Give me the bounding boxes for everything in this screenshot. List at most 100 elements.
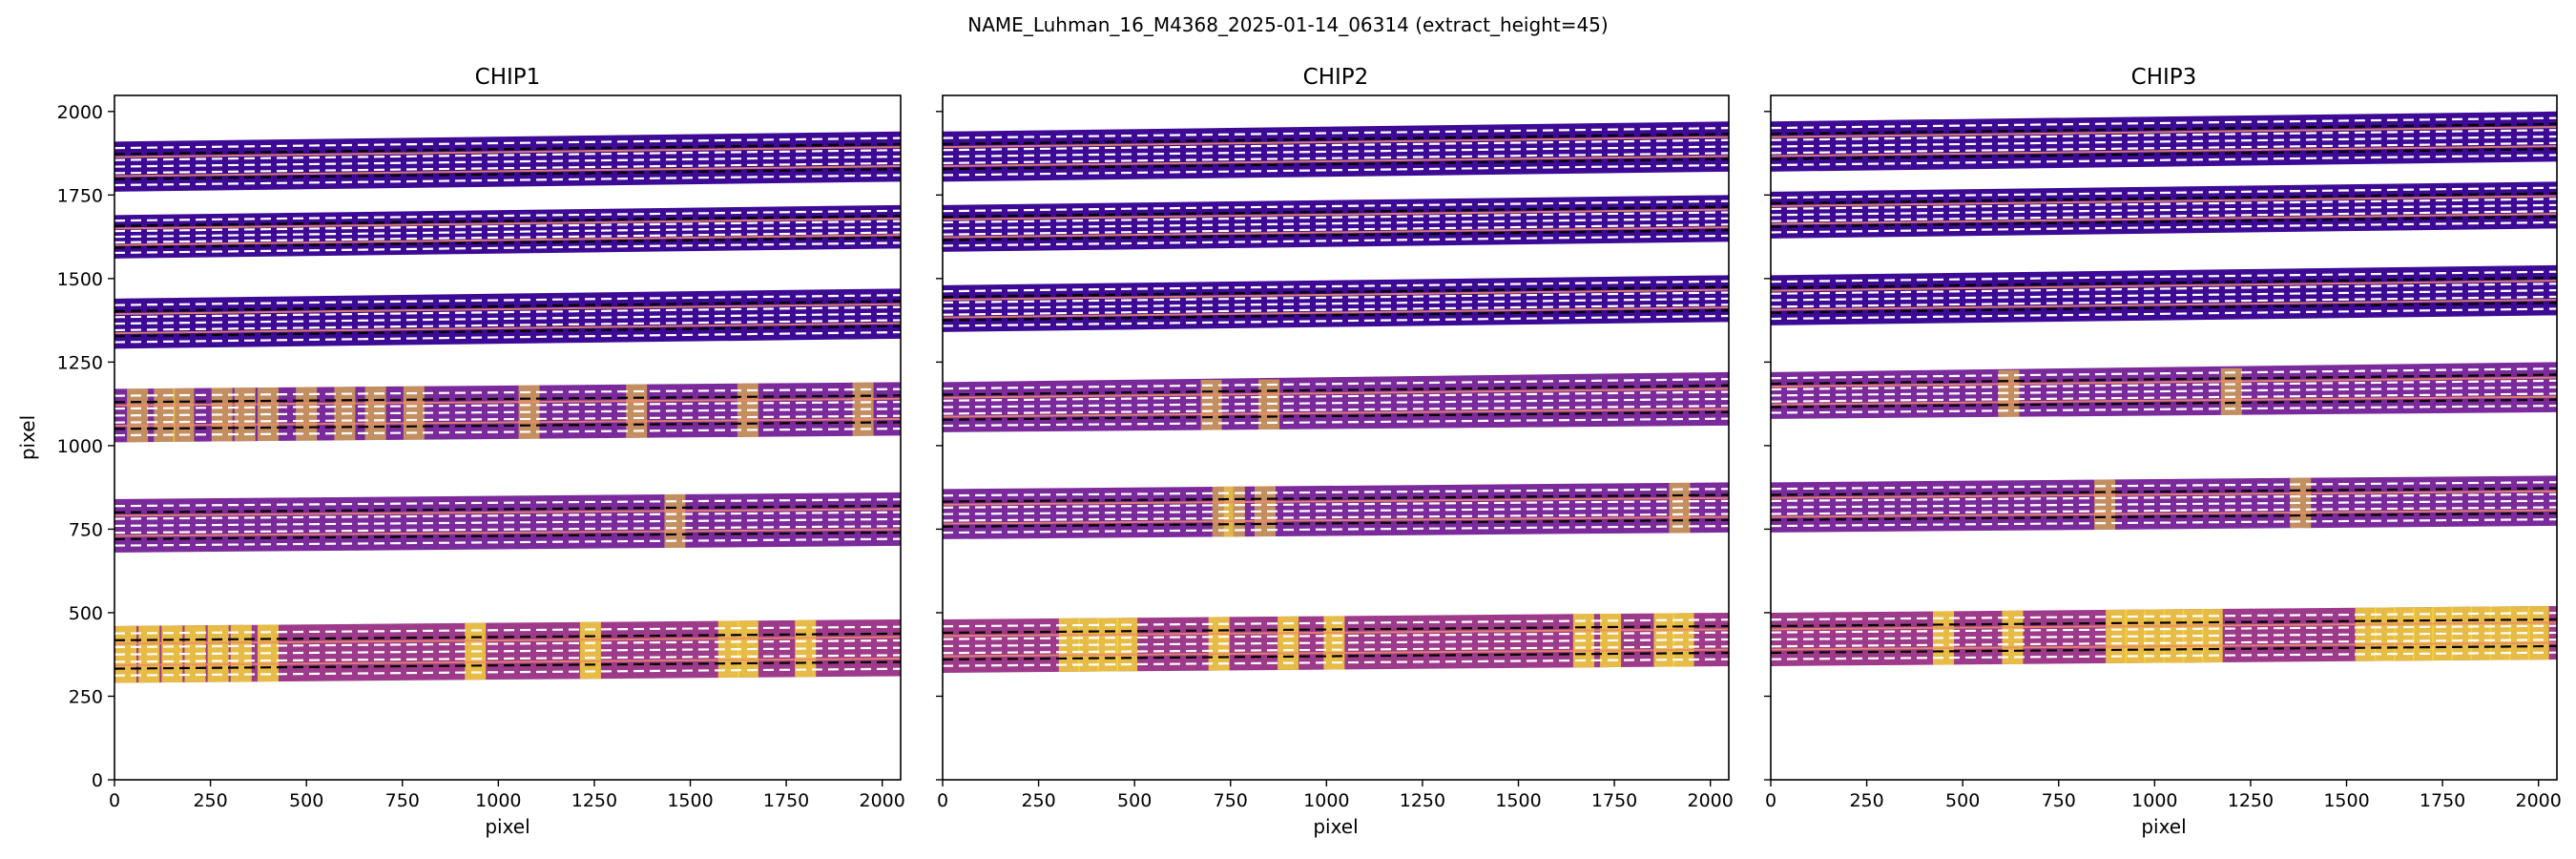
- trace-edge-line: [943, 211, 1729, 224]
- x-tick-label: 750: [2042, 790, 2076, 811]
- trace-edge-line: [943, 138, 1729, 152]
- trace-edge-line: [114, 330, 901, 344]
- trace-edge-line: [943, 291, 1729, 304]
- chip-panel-3: CHIP3 0 250 500 750 1000 1250 1500 1750 2000 pixel: [1764, 65, 2562, 838]
- trace-edge-line: [1771, 499, 2557, 509]
- trace-edge-line: [114, 517, 901, 528]
- trace-edge-line: [114, 401, 901, 410]
- trace-edge-line: [114, 654, 901, 663]
- order-trace-line: [943, 628, 1729, 638]
- x-tick-label: 1250: [571, 790, 617, 811]
- order-trace-line: [1771, 490, 2557, 499]
- order-trace-line: [943, 226, 1729, 239]
- trace-edge-line: [114, 625, 901, 635]
- trace-edge-line: [114, 525, 901, 534]
- order-trace-line: [943, 496, 1729, 506]
- trace-edge-line: [943, 297, 1729, 310]
- trace-edge-line: [943, 390, 1729, 402]
- trace-center-line: [1771, 644, 2557, 655]
- trace-edge-line: [943, 397, 1729, 409]
- trace-edge-line: [943, 658, 1729, 667]
- trace-center-line: [1771, 618, 2557, 628]
- trace-center-line: [1771, 487, 2557, 496]
- order-trace-line: [943, 408, 1729, 418]
- x-tick-label: 1250: [1400, 790, 1445, 811]
- trace-edge-line: [1771, 624, 2557, 634]
- trace-edge-line: [114, 646, 901, 656]
- trace-center-line: [943, 651, 1729, 661]
- trace-edge-line: [943, 314, 1729, 327]
- x-tick-label: 500: [1945, 790, 1980, 811]
- trace-edge-line: [1771, 379, 2557, 391]
- x-tick-label: 1000: [2131, 790, 2177, 811]
- order-trace-line: [114, 217, 901, 230]
- trace-edge-line: [1771, 141, 2557, 155]
- trace-edge-line: [114, 241, 901, 255]
- trace-edge-line: [114, 511, 901, 520]
- y-tick-label: 0: [92, 770, 103, 791]
- x-tick-label: 1500: [2323, 790, 2369, 811]
- order-trace-line: [114, 658, 901, 667]
- trace-edge-line: [1771, 270, 2557, 283]
- order-trace-line: [1771, 145, 2557, 157]
- trace-edge-line: [114, 319, 901, 332]
- image-area: [1771, 111, 2557, 666]
- trace-edge-line: [943, 304, 1729, 316]
- trace-edge-line: [114, 537, 901, 547]
- x-tick-label: 1000: [475, 790, 521, 811]
- order-trace-line: [114, 528, 901, 537]
- order-trace-line: [1771, 621, 2557, 631]
- image-area: [943, 121, 1729, 673]
- x-tick-label: 750: [1214, 790, 1248, 811]
- order-trace-line: [114, 508, 901, 517]
- trace-center-line: [1771, 192, 2557, 205]
- trace-center-line: [943, 133, 1729, 146]
- order-trace-line: [943, 136, 1729, 149]
- x-axis-label: pixel: [1313, 815, 1358, 838]
- trace-center-line: [1771, 373, 2557, 386]
- y-tick-label: 1500: [57, 269, 103, 290]
- trace-edge-line: [1771, 210, 2557, 222]
- order-trace-line: [1771, 280, 2557, 292]
- trace-edge-line: [943, 223, 1729, 236]
- trace-edge-line: [1771, 651, 2557, 660]
- trace-edge-line: [114, 639, 901, 649]
- trace-edge-line: [1771, 283, 2557, 295]
- trace-edge-line: [943, 234, 1729, 247]
- trace-center-line: [114, 215, 901, 227]
- trace-edge-line: [114, 312, 901, 325]
- x-tick-label: 1750: [763, 790, 809, 811]
- x-axis-label: pixel: [2141, 815, 2186, 838]
- x-tick-label: 500: [289, 790, 323, 811]
- trace-center-line: [1771, 215, 2557, 228]
- trace-edge-line: [943, 488, 1729, 497]
- trace-edge-line: [943, 378, 1729, 390]
- order-trace-line: [1771, 641, 2557, 651]
- trace-edge-line: [1771, 386, 2557, 397]
- order-trace-line: [1771, 126, 2557, 138]
- y-tick-label: 2000: [57, 102, 103, 123]
- trace-edge-line: [114, 155, 901, 168]
- trace-center-line: [943, 309, 1729, 322]
- trace-edge-line: [114, 161, 901, 175]
- trace-edge-line: [1771, 295, 2557, 308]
- axes-frame: [114, 94, 902, 781]
- order-trace-line: [114, 234, 901, 246]
- trace-edge-line: [943, 280, 1729, 293]
- trace-edge-line: [943, 499, 1729, 509]
- trace-center-line: [114, 168, 901, 180]
- trace-edge-line: [114, 498, 901, 508]
- trace-edge-line: [1771, 506, 2557, 515]
- trace-edge-line: [1771, 289, 2557, 302]
- trace-center-line: [114, 660, 901, 670]
- x-tick-label: 1000: [1303, 790, 1349, 811]
- order-trace-line: [1771, 299, 2557, 311]
- trace-center-line: [1771, 512, 2557, 521]
- trace-edge-line: [943, 525, 1729, 534]
- x-tick-label: 0: [937, 790, 948, 811]
- trace-center-line: [1771, 398, 2557, 409]
- order-trace-line: [114, 146, 901, 158]
- trace-edge-line: [114, 667, 901, 677]
- trace-edge-line: [114, 225, 901, 239]
- trace-edge-line: [114, 388, 901, 397]
